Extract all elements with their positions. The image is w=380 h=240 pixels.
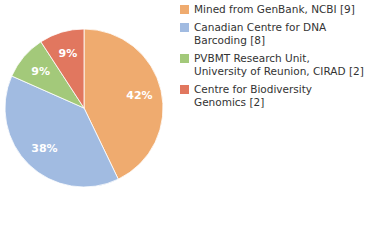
data-labels: 42% 38% 9% 9% [31, 47, 152, 155]
data-label: 38% [31, 142, 57, 155]
legend: Mined from GenBank, NCBI [9] Canadian Cen… [180, 3, 364, 108]
legend-label: Canadian Centre for DNABarcoding [8] [194, 21, 327, 46]
legend-label: Centre for BiodiversityGenomics [2] [194, 83, 312, 108]
legend-label: PVBMT Research Unit,University of Reunio… [194, 52, 364, 77]
data-label: 9% [31, 65, 50, 78]
pie [5, 29, 163, 187]
data-label: 42% [126, 89, 152, 102]
legend-swatch [180, 5, 189, 14]
legend-label: Mined from GenBank, NCBI [9] [194, 3, 355, 15]
chart: 42% 38% 9% 9% Mined from GenBank, NCBI [9] Ca… [0, 0, 380, 240]
legend-swatch [180, 85, 189, 94]
legend-swatch [180, 54, 189, 63]
data-label: 9% [58, 47, 77, 60]
legend-swatch [180, 23, 189, 32]
